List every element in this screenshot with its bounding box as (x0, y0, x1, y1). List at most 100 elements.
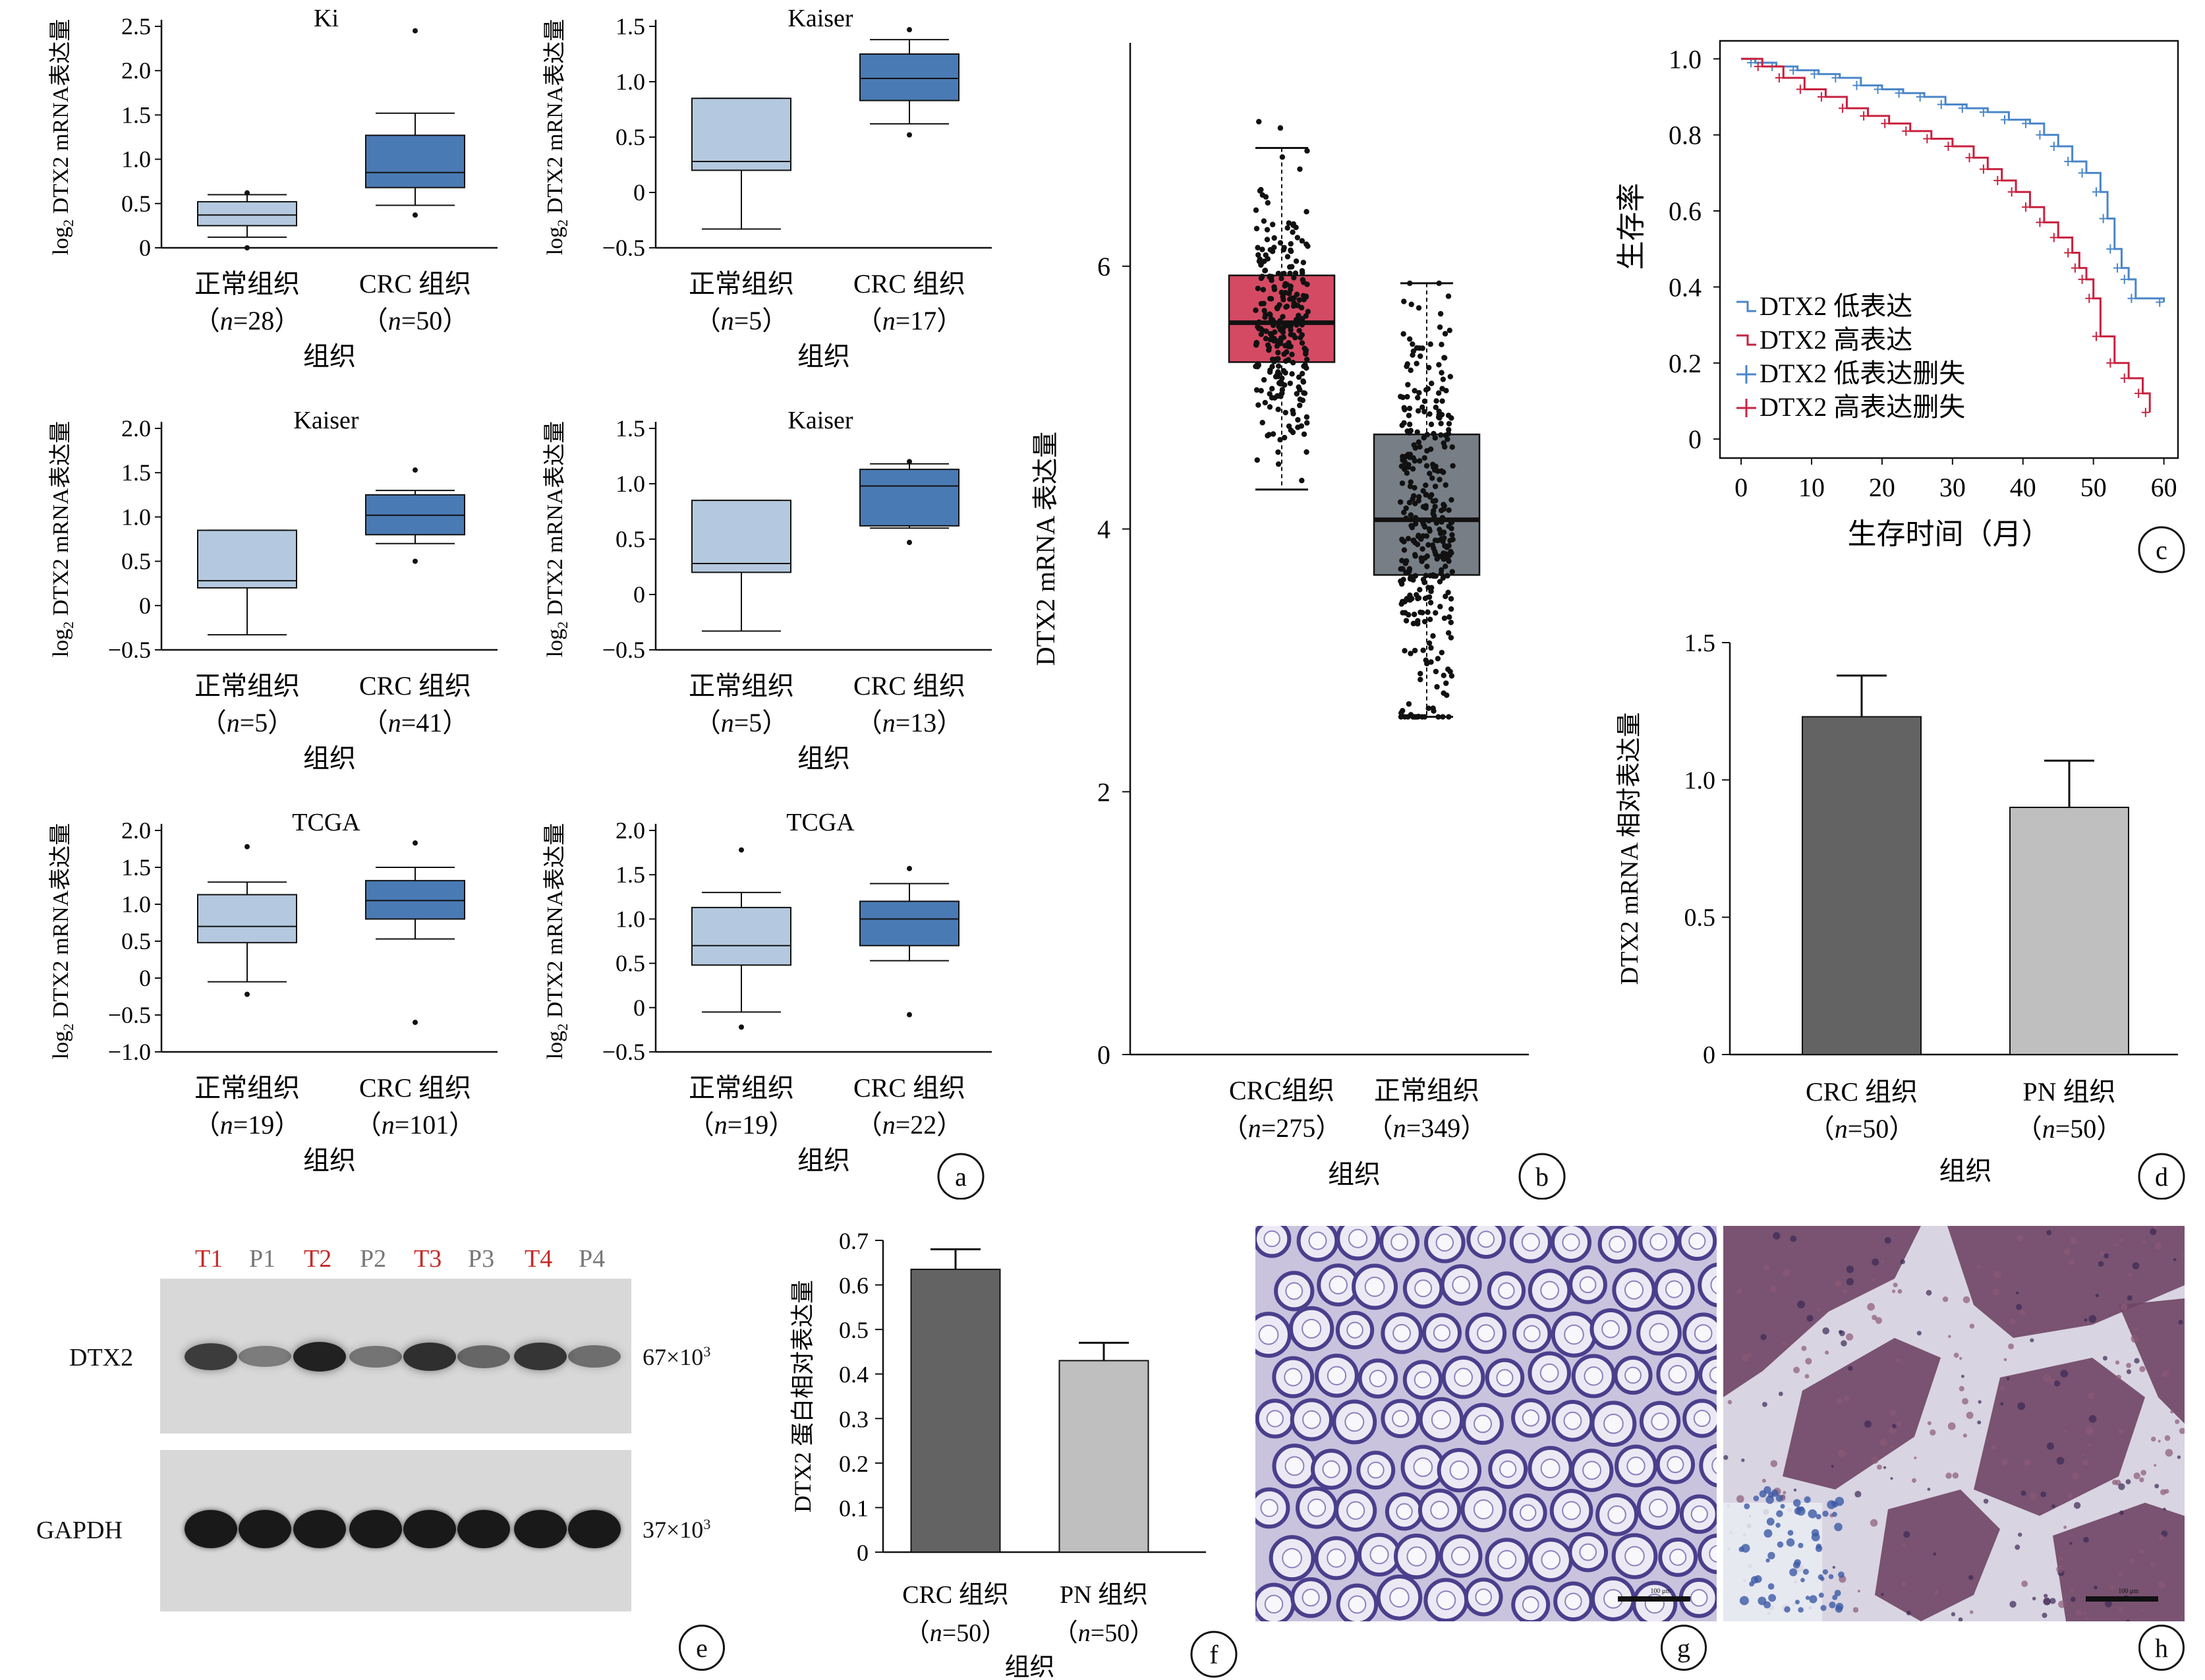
y-tick-label: 0 (139, 593, 151, 619)
data-point (1443, 482, 1448, 488)
data-point (1268, 296, 1274, 302)
data-point (1417, 458, 1423, 464)
data-point (1258, 388, 1264, 394)
cell-nucleus (1872, 1278, 1876, 1282)
cell-nucleus (1837, 1449, 1846, 1457)
bar-crc (910, 1248, 1001, 1553)
lymphocyte (1800, 1577, 1805, 1582)
cell-nucleus (1736, 1495, 1744, 1503)
gland-lumen (1609, 1235, 1626, 1253)
y-tick-label: 0.6 (1669, 196, 1702, 226)
data-point (1289, 371, 1295, 377)
y-tick-label: 1.0 (616, 69, 645, 95)
y-tick-label: 2.0 (616, 817, 645, 844)
legend-swatch (1736, 334, 1756, 346)
x-tick-label: 正常组织 (689, 671, 794, 701)
series-high-censor-mark (2049, 233, 2058, 243)
series-high-line (1741, 57, 2151, 413)
data-point (1298, 335, 1303, 341)
data-point (1417, 444, 1423, 450)
panel-h-micrograph: 100 μm (1723, 1226, 2185, 1621)
cell-nucleus (2085, 1426, 2093, 1434)
x-tick-n-label: （n=50） (362, 306, 469, 335)
cell-nucleus (1747, 1352, 1752, 1358)
outlier-point (739, 1024, 744, 1030)
cell-nucleus (1893, 1283, 1898, 1288)
gland-lumen (1431, 1409, 1451, 1430)
cell-nucleus (1857, 1590, 1860, 1593)
gland-lumen (1624, 1546, 1645, 1567)
series-low (1741, 57, 2165, 307)
data-point (1253, 340, 1260, 346)
data-point (1442, 542, 1448, 549)
cell-nucleus (1978, 1400, 1982, 1404)
cell-nucleus (1962, 1296, 1970, 1304)
y-tick-label: 6 (1097, 252, 1110, 281)
cell-nucleus (2100, 1251, 2105, 1256)
data-point (1445, 413, 1452, 419)
data-point (1398, 393, 1404, 399)
cell-nucleus (1948, 1335, 1951, 1339)
band-gapdh-t4 (514, 1510, 567, 1548)
data-point (1421, 455, 1427, 461)
data-point (1291, 300, 1297, 306)
cell-nucleus (2119, 1607, 2123, 1611)
x-tick-label: 30 (1939, 473, 1966, 502)
cell-nucleus (2049, 1598, 2056, 1604)
lymphocyte (1820, 1605, 1827, 1611)
cell-nucleus (2044, 1594, 2048, 1598)
box-normal (197, 190, 297, 250)
cell-nucleus (2046, 1230, 2052, 1236)
lymphocyte (1809, 1595, 1818, 1604)
cell-nucleus (2158, 1581, 2165, 1589)
data-point (1300, 260, 1307, 266)
gland-lumen (1522, 1409, 1540, 1427)
data-point (1411, 442, 1418, 448)
data-point (1302, 362, 1308, 368)
lymphocyte (1776, 1510, 1783, 1517)
blot-size-gapdh: 37×103 (643, 1516, 711, 1543)
data-point (1299, 238, 1305, 244)
cell-nucleus (2042, 1612, 2048, 1618)
series-high-censor-mark (2092, 332, 2100, 341)
cell-nucleus (2177, 1455, 2181, 1459)
data-point (1440, 714, 1446, 720)
cell-nucleus (1958, 1617, 1963, 1621)
gland-lumen (1449, 1460, 1470, 1480)
x-tick-n-label: （n=28） (194, 306, 301, 335)
x-tick-label: 正常组织 (194, 671, 300, 701)
data-point (1448, 497, 1454, 503)
cell-nucleus (2134, 1358, 2140, 1364)
cell-nucleus (2086, 1617, 2089, 1620)
band-dtx2-t2 (293, 1341, 346, 1372)
panel-letter-d: d (2155, 1162, 2168, 1192)
series-low-censor-mark (1916, 92, 1924, 101)
data-point (1286, 220, 1292, 226)
data-point (1290, 221, 1297, 227)
y-axis-label: log2 DTX2 mRNA表达量 (542, 421, 571, 658)
data-point (1303, 449, 1309, 455)
tumor-nest (1723, 1226, 1921, 1397)
outlier-point (413, 840, 418, 846)
gland-lumen (1436, 1590, 1456, 1610)
lymphocyte (1775, 1495, 1783, 1502)
gland-lumen (1624, 1366, 1642, 1384)
data-point (1437, 310, 1444, 317)
data-point (1399, 558, 1405, 564)
gland-lumen (1690, 1505, 1708, 1523)
data-point (1280, 314, 1286, 320)
data-point (1297, 387, 1303, 393)
cell-nucleus (1906, 1611, 1911, 1615)
y-tick-label: 0.2 (1669, 349, 1702, 378)
x-tick-label: CRC 组织 (853, 269, 965, 299)
data-point (1420, 533, 1426, 539)
data-point (1292, 270, 1299, 276)
boxplot-title: Ki (314, 5, 339, 32)
outlier-point (413, 28, 418, 34)
box-normal (1373, 280, 1481, 720)
data-point (1416, 439, 1422, 446)
data-point (1414, 361, 1419, 366)
data-point (1439, 398, 1445, 404)
outlier-point (413, 212, 418, 218)
cell-nucleus (2040, 1491, 2047, 1497)
